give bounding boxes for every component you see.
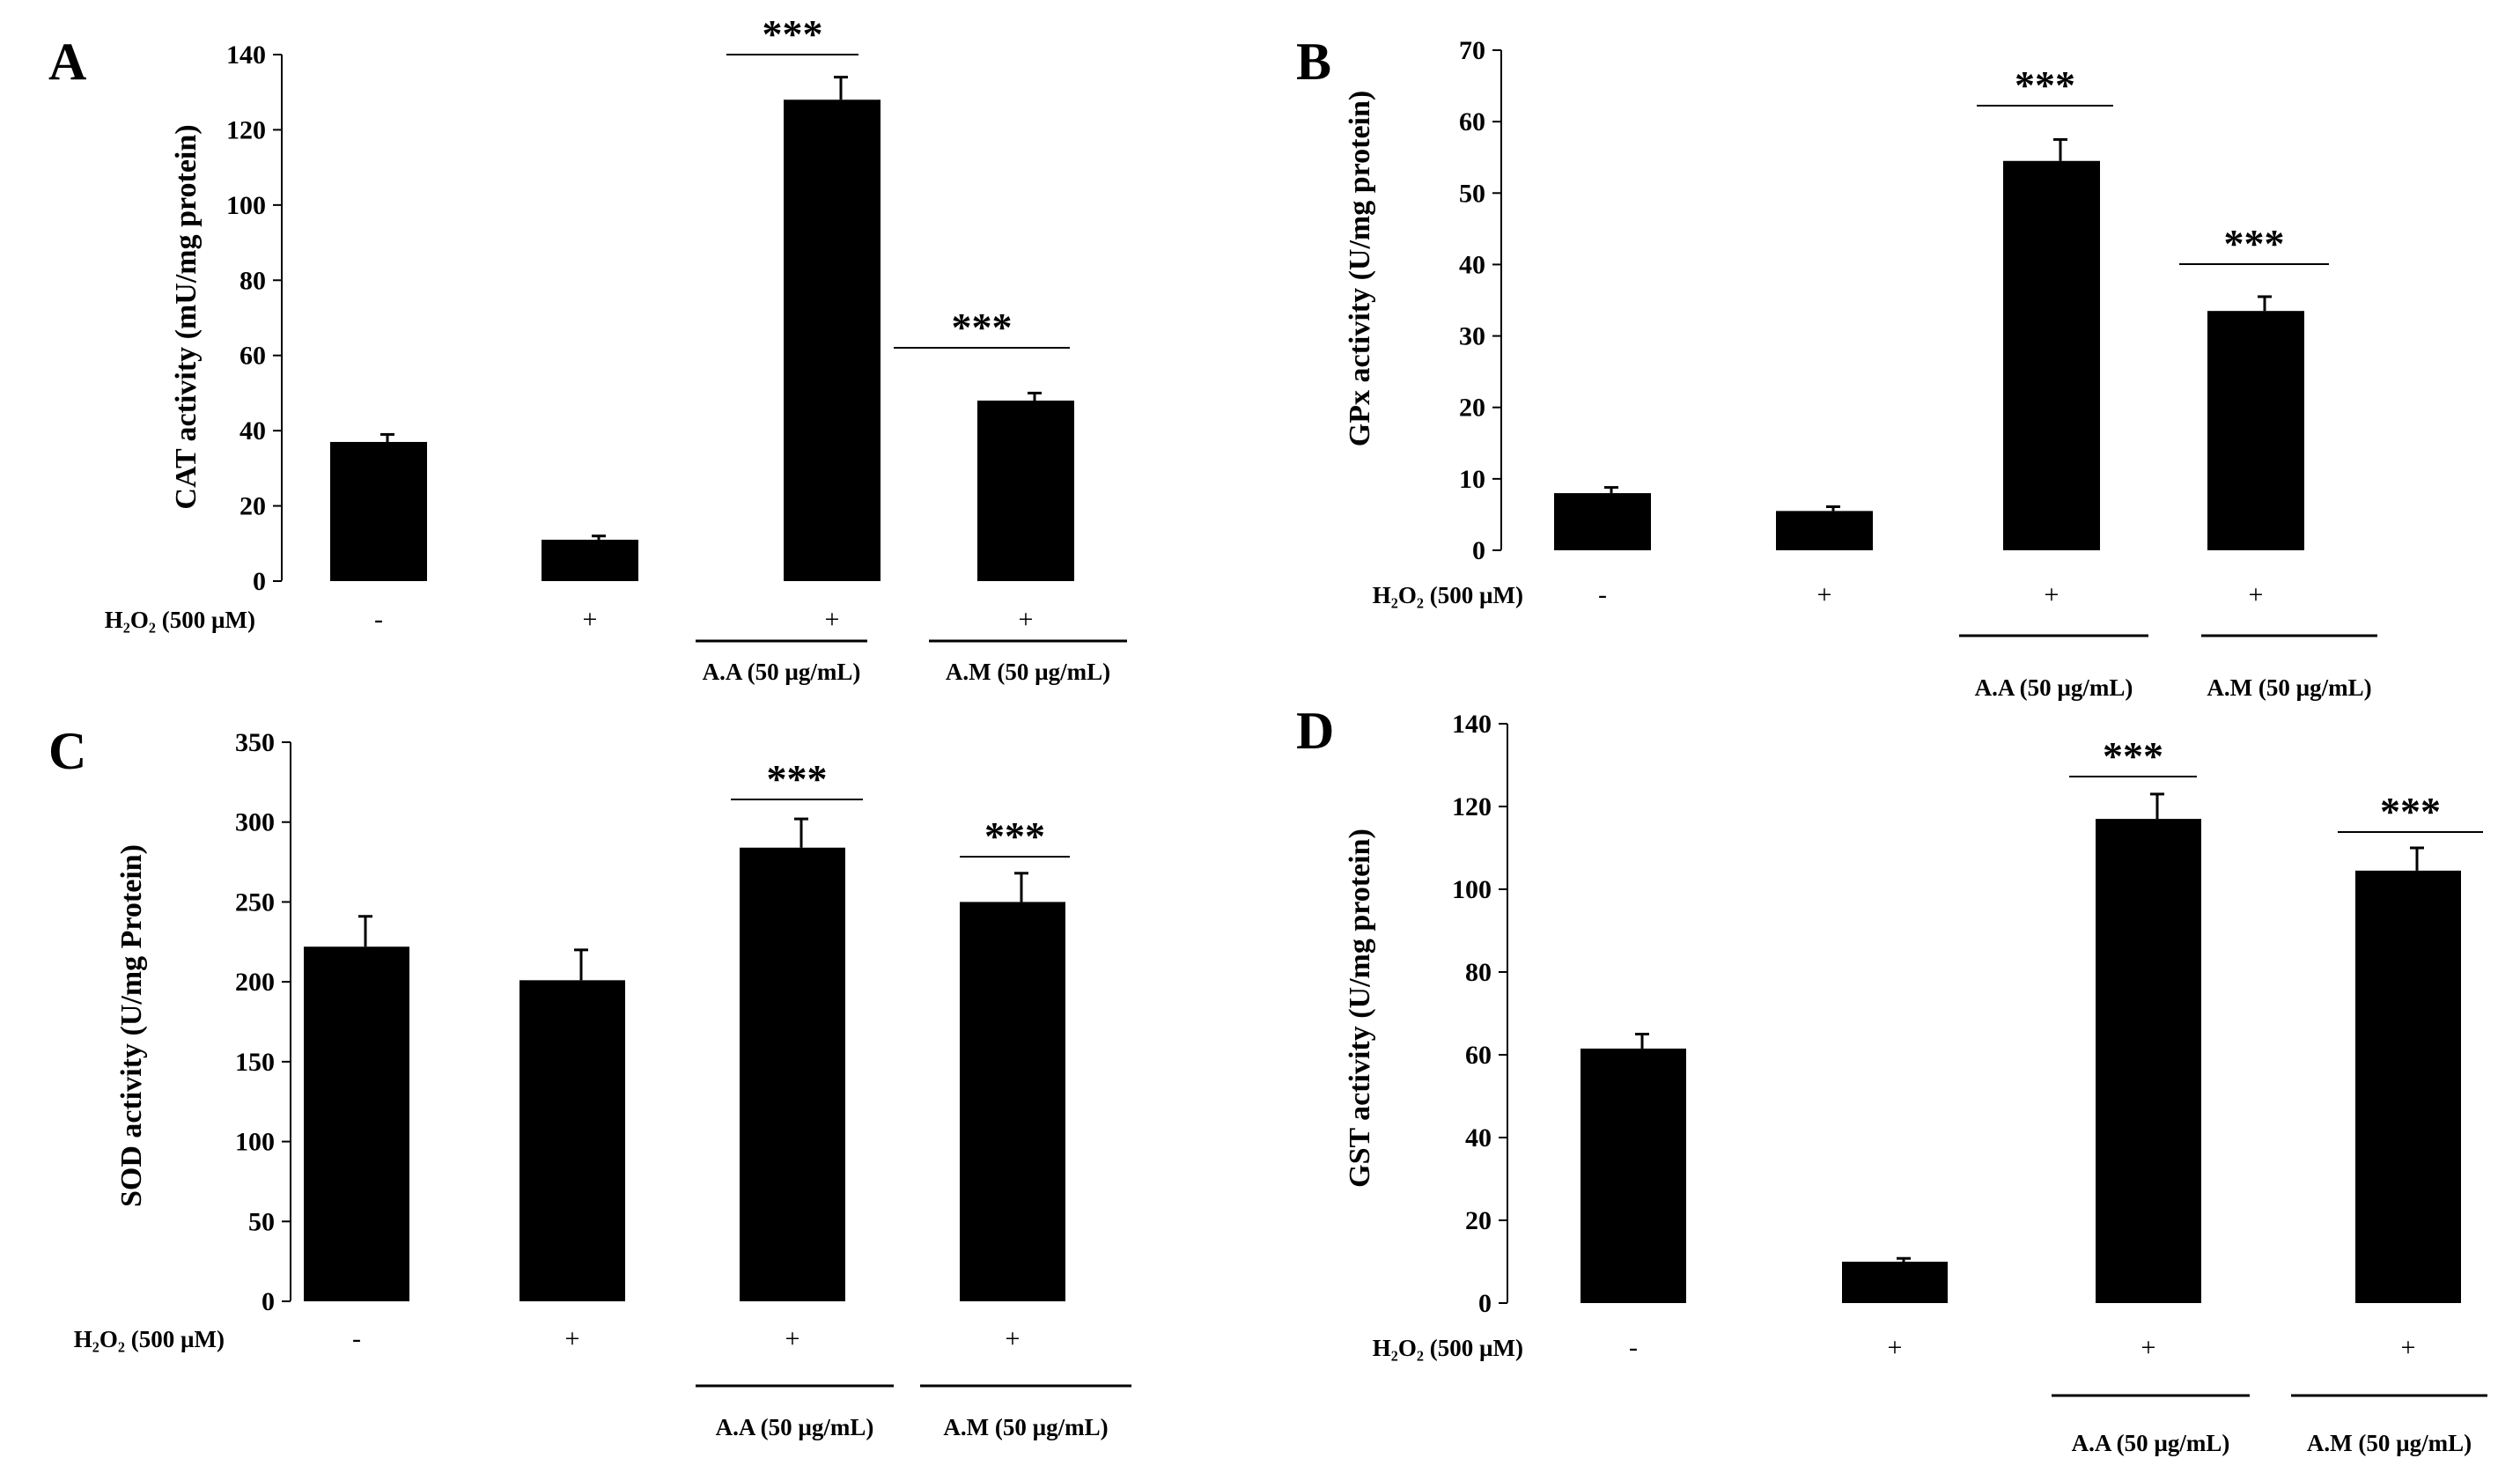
group-label: A.M (50 µg/mL) [943, 1414, 1108, 1440]
y-tick-label: 60 [239, 342, 266, 371]
y-axis-label: SOD activity (U/mg Protein) [115, 844, 148, 1207]
panel-label: C [48, 722, 86, 780]
y-tick-label: 10 [1459, 465, 1485, 494]
y-tick-label: 100 [226, 191, 266, 220]
y-tick-label: 100 [1452, 875, 1492, 904]
y-tick-label: 0 [1478, 1289, 1492, 1318]
y-tick-label: 50 [248, 1207, 275, 1236]
y-tick-label: 20 [239, 492, 266, 521]
y-tick-label: 200 [235, 968, 275, 997]
significance-marker: *** [2224, 221, 2285, 266]
bar [784, 99, 881, 581]
significance-marker: *** [2103, 733, 2163, 778]
condition-sign: - [352, 1324, 361, 1353]
significance-marker: *** [767, 756, 828, 801]
significance-marker: *** [2380, 789, 2441, 834]
y-tick-label: 0 [1472, 536, 1485, 565]
bar [1554, 493, 1651, 550]
y-tick-label: 40 [239, 416, 266, 446]
y-tick-label: 40 [1459, 250, 1485, 279]
y-tick-label: 100 [235, 1128, 275, 1157]
condition-sign: + [2249, 580, 2264, 609]
condition-sign: + [583, 605, 598, 634]
y-tick-label: 60 [1459, 107, 1485, 136]
panel-label: B [1296, 33, 1331, 91]
bar [740, 847, 845, 1301]
group-label: A.A (50 µg/mL) [703, 659, 861, 685]
bar [1842, 1262, 1948, 1303]
y-tick-label: 70 [1459, 36, 1485, 65]
significance-marker: *** [763, 11, 823, 56]
y-tick-label: 140 [1452, 710, 1492, 739]
group-label: A.A (50 µg/mL) [1975, 674, 2133, 701]
y-tick-label: 50 [1459, 179, 1485, 208]
y-tick-label: 150 [235, 1048, 275, 1077]
bar [1776, 511, 1873, 550]
y-tick-label: 60 [1465, 1041, 1492, 1070]
condition-sign: + [565, 1324, 580, 1353]
group-label: A.M (50 µg/mL) [946, 659, 1110, 685]
condition-sign: + [2045, 580, 2059, 609]
y-tick-label: 120 [226, 115, 266, 144]
y-tick-label: 350 [235, 728, 275, 757]
panel-label: A [48, 33, 86, 91]
condition-sign: + [825, 605, 840, 634]
significance-marker: *** [984, 814, 1045, 858]
bar [2003, 160, 2100, 550]
condition-sign: - [1629, 1333, 1638, 1362]
significance-marker: *** [952, 305, 1013, 350]
chart-panel-c: C 0 50 100 150 200 250 300 350 SOD activity (U/mg… [48, 722, 1131, 1440]
chart-panel-d: D 0 20 40 60 80 100 120 140 GST activity (U/mg pr… [1296, 702, 2487, 1456]
bar [519, 980, 625, 1301]
group-label: A.A (50 µg/mL) [716, 1414, 874, 1440]
condition-label: H₂O₂ (500 µM) [1373, 1335, 1523, 1361]
y-tick-label: 40 [1465, 1123, 1492, 1153]
condition-sign: + [1817, 580, 1832, 609]
bar [2207, 311, 2304, 550]
y-tick-label: 250 [235, 887, 275, 917]
panel-label: D [1296, 702, 1334, 760]
condition-label: H₂O₂ (500 µM) [105, 607, 255, 633]
bar [960, 902, 1065, 1301]
y-tick-label: 30 [1459, 322, 1485, 351]
y-tick-label: 140 [226, 41, 266, 70]
y-tick-label: 80 [239, 266, 266, 295]
group-label: A.A (50 µg/mL) [2072, 1430, 2230, 1456]
y-axis-label: GST activity (U/mg protein) [1344, 829, 1376, 1188]
bar [2096, 819, 2201, 1303]
y-tick-label: 20 [1459, 394, 1485, 423]
condition-sign: + [2401, 1333, 2416, 1362]
condition-label: H₂O₂ (500 µM) [74, 1326, 225, 1352]
y-axis-label: CAT activity (mU/mg protein) [170, 124, 203, 509]
y-axis-label: GPx activity (U/mg protein) [1344, 91, 1376, 446]
condition-sign: - [374, 605, 383, 634]
bar [330, 441, 427, 581]
y-tick-label: 0 [253, 567, 266, 596]
bar [304, 946, 409, 1301]
group-label: A.M (50 µg/mL) [2307, 1430, 2472, 1456]
y-tick-label: 0 [262, 1287, 275, 1316]
condition-sign: + [1006, 1324, 1021, 1353]
bar [542, 540, 638, 581]
y-tick-label: 20 [1465, 1206, 1492, 1235]
y-tick-label: 80 [1465, 958, 1492, 987]
y-tick-label: 120 [1452, 792, 1492, 821]
condition-sign: + [1888, 1333, 1903, 1362]
bar [977, 400, 1074, 581]
condition-sign: + [2141, 1333, 2156, 1362]
chart-panel-b: B 0 10 20 30 40 50 60 70 GPx activity (U/mg prote… [1296, 33, 2377, 701]
significance-marker: *** [2015, 63, 2075, 107]
y-tick-label: 300 [235, 808, 275, 837]
group-label: A.M (50 µg/mL) [2207, 674, 2371, 701]
condition-label: H₂O₂ (500 µM) [1373, 582, 1523, 608]
condition-sign: + [785, 1324, 800, 1353]
chart-panel-a: A 0 20 40 60 80 100 120 140 CAT activity (mU/mg p… [48, 11, 1127, 685]
bar [1581, 1048, 1686, 1303]
bar [2355, 870, 2461, 1303]
condition-sign: - [1598, 580, 1607, 609]
condition-sign: + [1019, 605, 1034, 634]
